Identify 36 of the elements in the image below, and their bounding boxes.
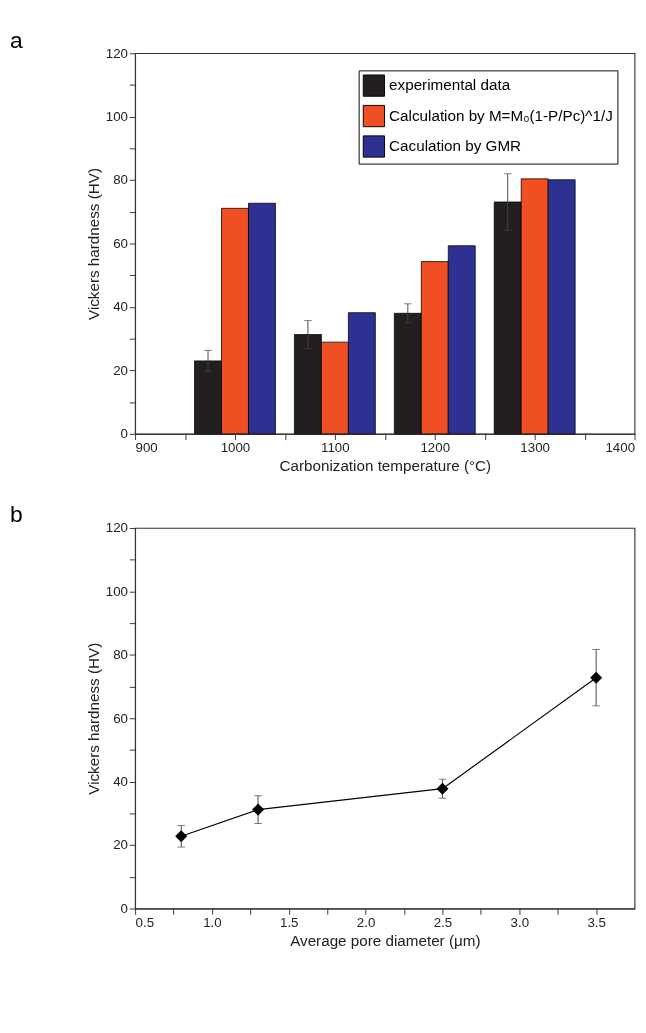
y-tick-label: 120 xyxy=(105,45,128,61)
x-tick-label: 1000 xyxy=(220,440,251,456)
y-axis-title: Vickers hardness (HV) xyxy=(85,642,103,795)
y-tick-label: 40 xyxy=(113,774,128,789)
x-tick-label: 1400 xyxy=(605,440,636,456)
y-tick-label: 60 xyxy=(113,235,128,251)
chart-title: a xyxy=(10,26,24,53)
y-tick-label: 20 xyxy=(113,362,128,378)
x-tick-label: 1200 xyxy=(420,440,451,456)
y-tick-label: 100 xyxy=(105,108,128,124)
x-tick-label: 1.5 xyxy=(280,915,299,931)
x-tick-label: 2.0 xyxy=(356,915,376,931)
legend-label: experimental data xyxy=(389,76,511,94)
chart-title: b xyxy=(10,501,23,528)
y-tick-label: 20 xyxy=(113,837,128,853)
x-tick-label: 900 xyxy=(135,440,158,456)
y-tick-label: 80 xyxy=(113,172,128,188)
y-tick-label: 120 xyxy=(105,520,128,536)
x-tick-label: 0.5 xyxy=(135,915,155,931)
legend-label: Calculation by M=M₀(1-P/Pc)^1/J xyxy=(389,106,613,124)
legend-label: Caculation by GMR xyxy=(389,137,522,155)
x-axis-title: Carbonization temperature (°C) xyxy=(279,457,492,475)
x-tick-label: 1300 xyxy=(520,440,550,456)
y-tick-label: 40 xyxy=(113,299,128,315)
y-tick-label: 0 xyxy=(120,426,128,442)
x-axis-title: Average pore diameter (μm) xyxy=(290,932,481,950)
y-tick-label: 0 xyxy=(120,900,128,916)
x-tick-label: 3.5 xyxy=(587,915,606,931)
y-tick-label: 100 xyxy=(105,583,128,599)
x-tick-label: 3.0 xyxy=(510,915,530,931)
x-tick-label: 1100 xyxy=(321,440,350,456)
y-tick-label: 60 xyxy=(113,710,128,726)
x-tick-label: 2.5 xyxy=(433,915,453,931)
y-tick-label: 80 xyxy=(113,647,128,663)
y-axis-title: Vickers hardness (HV) xyxy=(85,168,103,320)
x-tick-label: 1.0 xyxy=(203,915,222,931)
